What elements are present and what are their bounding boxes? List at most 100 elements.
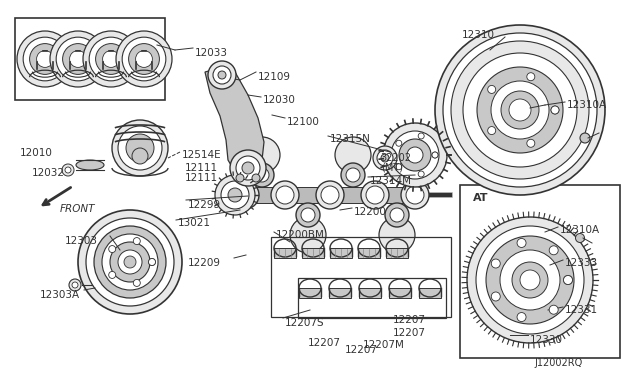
Circle shape	[391, 131, 439, 179]
Text: 12303: 12303	[65, 236, 98, 246]
Ellipse shape	[76, 160, 104, 170]
Circle shape	[23, 37, 67, 81]
Circle shape	[476, 226, 584, 334]
Text: FRONT: FRONT	[60, 204, 95, 214]
Text: 12010: 12010	[20, 148, 53, 158]
Circle shape	[321, 186, 339, 204]
Text: 12299: 12299	[188, 200, 221, 210]
Circle shape	[102, 234, 158, 290]
Polygon shape	[330, 248, 352, 258]
Circle shape	[236, 174, 244, 182]
Text: 12033: 12033	[195, 48, 228, 58]
Circle shape	[488, 86, 496, 93]
Circle shape	[29, 44, 60, 74]
Circle shape	[94, 226, 166, 298]
Circle shape	[112, 120, 168, 176]
Text: 12514E: 12514E	[182, 150, 221, 160]
Text: 12207M: 12207M	[363, 340, 405, 350]
Text: (MT): (MT)	[381, 163, 403, 173]
Text: 32202: 32202	[380, 153, 411, 163]
Circle shape	[527, 73, 535, 81]
Polygon shape	[255, 187, 275, 203]
Text: 12109: 12109	[258, 72, 291, 82]
Circle shape	[549, 305, 558, 314]
Text: J12002RQ: J12002RQ	[534, 358, 582, 368]
Circle shape	[109, 272, 116, 278]
Circle shape	[17, 31, 73, 87]
Circle shape	[418, 133, 424, 139]
Text: 12315N: 12315N	[330, 134, 371, 144]
Polygon shape	[302, 248, 324, 258]
Circle shape	[221, 181, 249, 209]
Circle shape	[122, 37, 166, 81]
Polygon shape	[274, 248, 296, 258]
Circle shape	[443, 33, 597, 187]
Circle shape	[70, 51, 86, 67]
Polygon shape	[386, 248, 408, 258]
Circle shape	[126, 134, 154, 162]
Circle shape	[432, 152, 438, 158]
Polygon shape	[385, 187, 405, 203]
Circle shape	[396, 164, 402, 170]
Text: 12333: 12333	[565, 258, 598, 268]
Circle shape	[124, 256, 136, 268]
Circle shape	[133, 279, 140, 286]
Circle shape	[118, 250, 142, 274]
Circle shape	[36, 51, 53, 67]
Polygon shape	[389, 288, 411, 298]
Circle shape	[236, 156, 260, 180]
Circle shape	[580, 133, 590, 143]
Circle shape	[377, 150, 393, 166]
Circle shape	[432, 152, 438, 158]
Circle shape	[488, 126, 496, 135]
Circle shape	[346, 168, 360, 182]
Circle shape	[118, 126, 162, 170]
Circle shape	[373, 146, 397, 170]
Circle shape	[316, 181, 344, 209]
Text: 13021: 13021	[178, 218, 211, 228]
Circle shape	[467, 217, 593, 343]
Text: 12207: 12207	[345, 345, 378, 355]
Polygon shape	[359, 288, 381, 298]
Circle shape	[250, 163, 274, 187]
Circle shape	[110, 242, 150, 282]
Circle shape	[218, 71, 226, 79]
Circle shape	[396, 140, 402, 146]
Circle shape	[575, 234, 584, 243]
Circle shape	[215, 175, 255, 215]
Bar	[460, 185, 620, 358]
Circle shape	[83, 31, 139, 87]
Text: 12207: 12207	[393, 315, 426, 325]
Polygon shape	[419, 288, 441, 298]
Circle shape	[129, 44, 159, 74]
Circle shape	[133, 238, 140, 244]
Polygon shape	[295, 187, 320, 203]
Circle shape	[230, 150, 266, 186]
Polygon shape	[205, 68, 264, 175]
Circle shape	[242, 162, 254, 174]
Circle shape	[520, 270, 540, 290]
Circle shape	[231, 181, 259, 209]
Polygon shape	[340, 187, 365, 203]
Circle shape	[512, 262, 548, 298]
Text: 12310A: 12310A	[567, 100, 607, 110]
Circle shape	[136, 51, 152, 67]
Text: 12209: 12209	[188, 258, 221, 268]
Circle shape	[551, 106, 559, 114]
Circle shape	[50, 31, 106, 87]
Polygon shape	[358, 248, 380, 258]
Circle shape	[244, 137, 280, 173]
Circle shape	[102, 51, 120, 67]
Circle shape	[399, 139, 431, 171]
Text: 12314M: 12314M	[370, 176, 412, 186]
Polygon shape	[299, 288, 321, 298]
Circle shape	[381, 154, 389, 162]
Circle shape	[418, 171, 424, 177]
Circle shape	[517, 238, 526, 247]
Circle shape	[383, 123, 447, 187]
Text: 12100: 12100	[287, 117, 320, 127]
Circle shape	[290, 217, 326, 253]
Circle shape	[492, 259, 500, 268]
Circle shape	[401, 181, 429, 209]
Circle shape	[341, 163, 365, 187]
